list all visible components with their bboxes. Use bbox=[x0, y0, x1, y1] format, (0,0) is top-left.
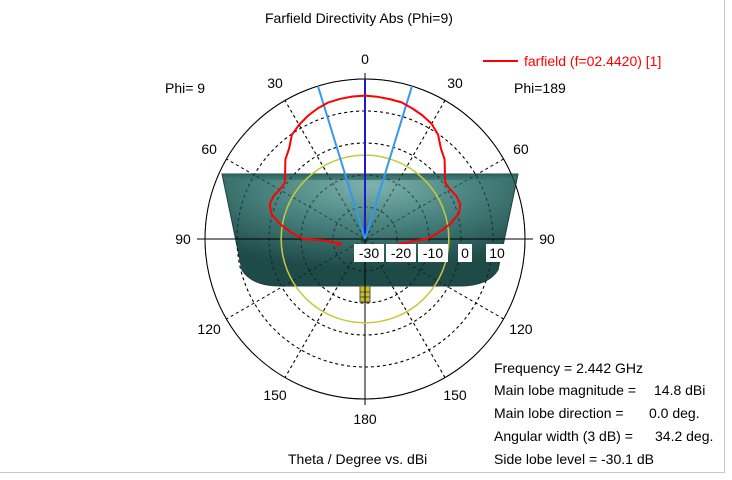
grid-spoke-30 bbox=[284, 100, 446, 378]
3db-beam-edge-right-line bbox=[364, 85, 414, 240]
lobe-markers bbox=[316, 79, 414, 240]
angle-label-240: 120 bbox=[197, 321, 221, 337]
radial-tick-labels: -30 -20 -10 0 10 bbox=[354, 244, 508, 262]
svg-text:-10: -10 bbox=[423, 245, 443, 261]
info-main-lobe-direction: Main lobe direction = 0.0 deg. bbox=[494, 405, 700, 421]
grid-spoke-60 bbox=[226, 158, 504, 320]
info-direction-value: 0.0 deg. bbox=[649, 405, 700, 421]
grid-spoke-120 bbox=[226, 158, 504, 320]
info-angular-width: Angular width (3 dB) = 34.2 deg. bbox=[494, 428, 713, 444]
radial-label-4: 10 bbox=[486, 244, 508, 262]
legend-label: farfield (f=02.4420) [1] bbox=[524, 53, 661, 69]
grid-spoke-150 bbox=[284, 100, 446, 378]
info-width-value: 34.2 deg. bbox=[655, 428, 714, 444]
angle-label-30: 30 bbox=[447, 75, 463, 91]
angle-label-330: 30 bbox=[267, 75, 283, 91]
svg-text:-20: -20 bbox=[391, 245, 411, 261]
series-0-curve bbox=[268, 94, 462, 248]
info-magnitude-value: 14.8 dBi bbox=[654, 382, 706, 398]
angle-label-120: 120 bbox=[509, 321, 533, 337]
pattern-curves bbox=[268, 94, 462, 248]
window-border-right bbox=[724, 0, 725, 473]
info-direction-label: Main lobe direction = bbox=[494, 405, 624, 421]
info-magnitude-label: Main lobe magnitude = bbox=[494, 382, 637, 398]
angle-label-90: 90 bbox=[539, 231, 555, 247]
radial-label-1: -20 bbox=[386, 244, 416, 262]
angle-label-180: 180 bbox=[353, 411, 377, 427]
svg-text:0: 0 bbox=[461, 245, 469, 261]
3db-beam-edge-left-line bbox=[316, 85, 366, 240]
info-width-label: Angular width (3 dB) = bbox=[494, 428, 633, 444]
angle-label-0: 0 bbox=[361, 51, 369, 67]
window-border-bottom bbox=[0, 472, 725, 473]
antenna-model bbox=[221, 173, 519, 303]
x-axis-label: Theta / Degree vs. dBi bbox=[288, 451, 428, 467]
svg-text:10: 10 bbox=[489, 245, 505, 261]
radial-label-3: 0 bbox=[458, 244, 472, 262]
info-frequency: Frequency = 2.442 GHz bbox=[494, 360, 644, 376]
phi-right-label: Phi=189 bbox=[514, 80, 566, 96]
angle-tick-labels: 0 30 60 90 120 150 180 150 120 90 60 30 bbox=[175, 51, 555, 427]
legend: farfield (f=02.4420) [1] bbox=[483, 53, 661, 69]
svg-text:-30: -30 bbox=[359, 245, 379, 261]
radial-label-2: -10 bbox=[418, 244, 448, 262]
radial-label-0: -30 bbox=[354, 244, 384, 262]
info-main-lobe-magnitude: Main lobe magnitude = 14.8 dBi bbox=[494, 382, 705, 398]
info-side-lobe-level: Side lobe level = -30.1 dB bbox=[494, 451, 654, 467]
antenna-body bbox=[221, 173, 519, 287]
angle-label-300: 60 bbox=[201, 141, 217, 157]
chart-title: Farfield Directivity Abs (Phi=9) bbox=[265, 10, 453, 26]
angle-label-270: 90 bbox=[175, 231, 191, 247]
phi-left-label: Phi= 9 bbox=[165, 80, 206, 96]
angle-label-60: 60 bbox=[513, 141, 529, 157]
angle-label-150: 150 bbox=[443, 387, 467, 403]
angle-label-210: 150 bbox=[263, 387, 287, 403]
